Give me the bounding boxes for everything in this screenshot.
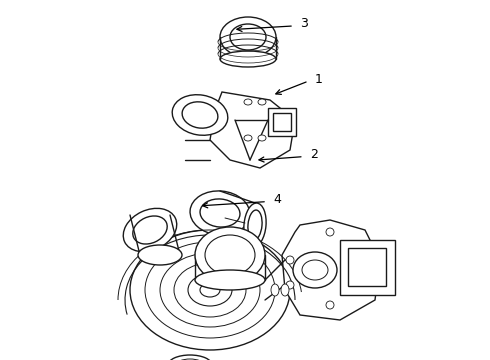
Text: 4: 4 bbox=[273, 193, 281, 206]
Ellipse shape bbox=[230, 24, 266, 50]
Ellipse shape bbox=[302, 260, 328, 280]
Ellipse shape bbox=[248, 210, 262, 240]
Ellipse shape bbox=[220, 17, 276, 57]
Bar bbox=[273, 113, 291, 131]
Ellipse shape bbox=[200, 199, 240, 227]
Ellipse shape bbox=[220, 51, 276, 67]
Ellipse shape bbox=[168, 355, 212, 360]
Bar bbox=[348, 248, 386, 286]
Ellipse shape bbox=[195, 227, 265, 283]
Ellipse shape bbox=[244, 99, 252, 105]
Ellipse shape bbox=[286, 281, 294, 289]
Ellipse shape bbox=[182, 102, 218, 128]
Ellipse shape bbox=[138, 245, 182, 265]
Text: 1: 1 bbox=[315, 72, 322, 86]
Ellipse shape bbox=[145, 242, 275, 338]
Ellipse shape bbox=[190, 191, 250, 235]
Ellipse shape bbox=[258, 135, 266, 141]
Text: 2: 2 bbox=[310, 148, 318, 161]
Ellipse shape bbox=[326, 228, 334, 236]
Ellipse shape bbox=[160, 253, 260, 327]
Bar bbox=[268, 108, 296, 136]
Ellipse shape bbox=[271, 284, 279, 296]
Ellipse shape bbox=[195, 270, 265, 290]
Ellipse shape bbox=[188, 274, 232, 306]
Ellipse shape bbox=[258, 99, 266, 105]
Ellipse shape bbox=[200, 283, 220, 297]
Bar bbox=[340, 240, 395, 295]
Ellipse shape bbox=[281, 284, 289, 296]
Polygon shape bbox=[282, 220, 380, 320]
Ellipse shape bbox=[123, 208, 177, 252]
Ellipse shape bbox=[244, 203, 266, 247]
Text: 3: 3 bbox=[300, 17, 308, 31]
Ellipse shape bbox=[133, 216, 167, 244]
Ellipse shape bbox=[130, 230, 290, 350]
Ellipse shape bbox=[176, 359, 204, 360]
Ellipse shape bbox=[174, 263, 246, 317]
Polygon shape bbox=[210, 92, 295, 168]
Ellipse shape bbox=[244, 135, 252, 141]
Ellipse shape bbox=[172, 95, 228, 135]
Ellipse shape bbox=[293, 252, 337, 288]
Ellipse shape bbox=[286, 256, 294, 264]
Ellipse shape bbox=[205, 235, 255, 275]
Ellipse shape bbox=[326, 301, 334, 309]
